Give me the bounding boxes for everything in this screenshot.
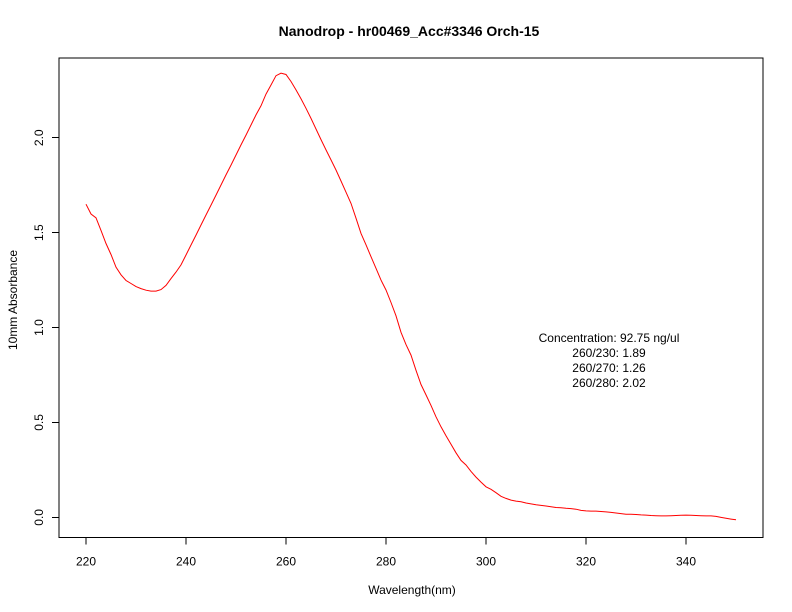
chart-title: Nanodrop - hr00469_Acc#3346 Orch-15 — [279, 23, 540, 39]
y-tick-label: 1.5 — [32, 224, 46, 241]
y-tick-label: 0.5 — [32, 414, 46, 431]
x-tick-label: 260 — [276, 555, 296, 569]
annotation-concentration: Concentration: 92.75 ng/ul — [539, 331, 680, 345]
plot-box — [58, 57, 764, 538]
x-axis-label: Wavelength(nm) — [368, 583, 456, 597]
y-tick-label: 2.0 — [32, 129, 46, 146]
annotation-ratio-260-280: 260/280: 2.02 — [572, 376, 646, 390]
x-tick-label: 340 — [676, 555, 696, 569]
annotation-ratio-260-230: 260/230: 1.89 — [572, 346, 646, 360]
spectrum-curve-layer — [85, 72, 737, 521]
x-tick-label: 300 — [476, 555, 496, 569]
absorbance-curve — [85, 72, 737, 521]
x-tick-label: 320 — [576, 555, 596, 569]
y-tick-label: 1.0 — [32, 319, 46, 336]
annotation-block: Concentration: 92.75 ng/ul 260/230: 1.89… — [539, 331, 680, 390]
x-tick-label: 220 — [76, 555, 96, 569]
y-axis-label: 10mm Absorbance — [6, 250, 20, 350]
x-tick-label: 280 — [376, 555, 396, 569]
y-tick-label: 0.0 — [32, 509, 46, 526]
x-tick-label: 240 — [176, 555, 196, 569]
annotation-ratio-260-270: 260/270: 1.26 — [572, 361, 646, 375]
axes-layer: 220 240 260 280 300 320 340 0.0 0.5 1.0 1.5 2.0 — [32, 57, 764, 569]
